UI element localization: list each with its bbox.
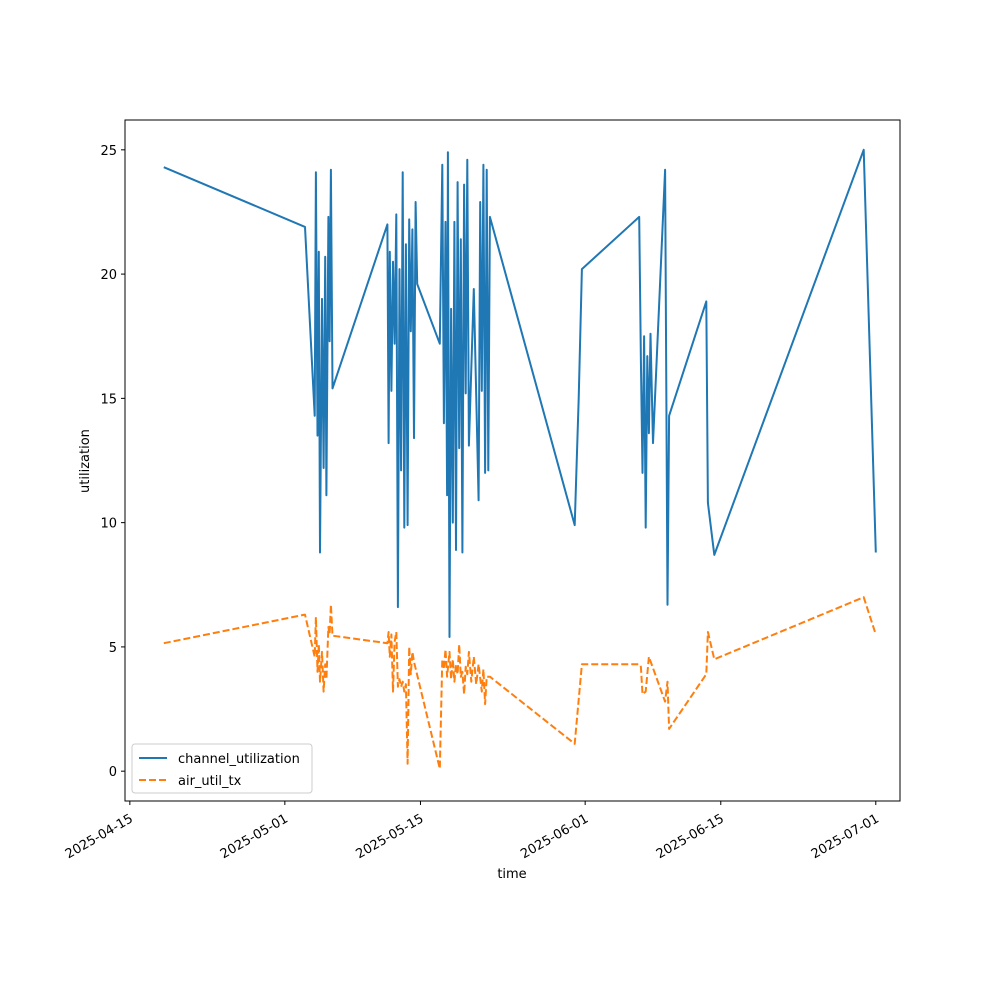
legend-label-air-util-tx: air_util_tx — [178, 774, 242, 789]
legend-label-channel-utilization: channel_utilization — [178, 752, 300, 767]
y-tick-label: 15 — [100, 392, 117, 407]
y-axis: 0 5 10 15 20 25 — [100, 144, 125, 780]
legend-frame — [131, 743, 313, 794]
series-line-channel-utilization — [163, 148, 877, 638]
y-tick-label: 20 — [100, 268, 117, 283]
plot-area — [125, 120, 900, 801]
plot-frame — [124, 119, 901, 802]
series-layer — [163, 148, 877, 770]
y-tick-label: 5 — [109, 641, 117, 656]
y-tick-label: 25 — [100, 144, 117, 159]
y-tick-label: 0 — [109, 765, 117, 780]
y-axis-label: utilization — [78, 429, 93, 493]
series-line-air-util-tx — [163, 596, 877, 770]
legend: channel_utilization air_util_tx — [131, 743, 313, 794]
x-axis-label: time — [497, 867, 526, 882]
y-tick-label: 10 — [100, 517, 117, 532]
